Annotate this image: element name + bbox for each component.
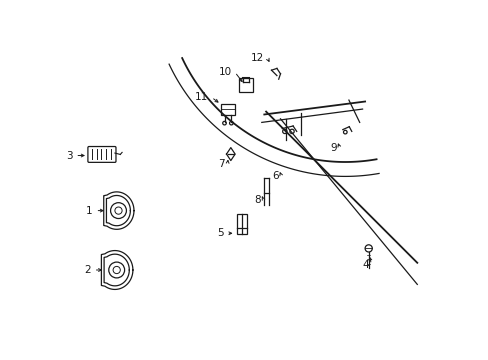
Text: 3: 3 [66, 150, 72, 161]
Text: 9: 9 [330, 143, 336, 153]
Text: 12: 12 [250, 53, 264, 63]
Text: 6: 6 [271, 171, 278, 181]
Text: 4: 4 [361, 260, 368, 270]
Text: 1: 1 [86, 206, 92, 216]
Text: 5: 5 [217, 228, 223, 238]
Text: 11: 11 [195, 92, 208, 102]
Text: 10: 10 [218, 67, 231, 77]
Text: 7: 7 [218, 159, 224, 169]
Text: 2: 2 [84, 265, 91, 275]
Text: 8: 8 [254, 195, 260, 205]
